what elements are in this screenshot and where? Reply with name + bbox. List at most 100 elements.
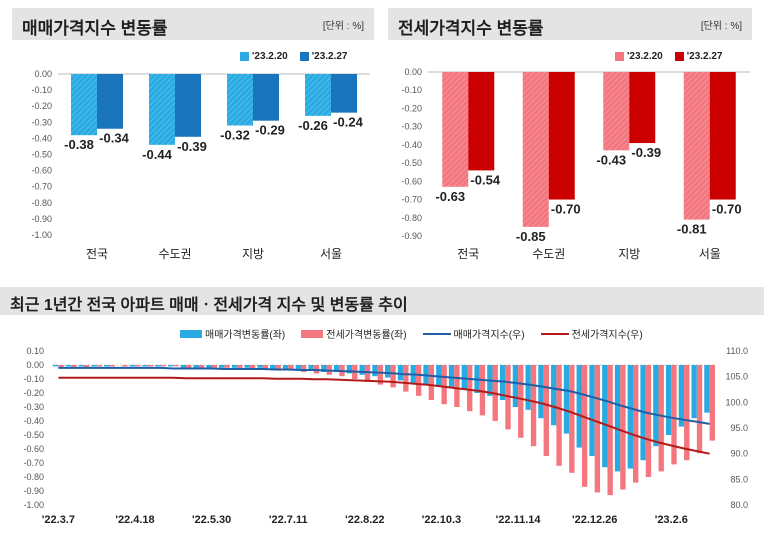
trend-bar-0-3 [91, 365, 97, 367]
jeonse-bar-1-1 [548, 72, 575, 200]
trend-bar-1-45 [633, 365, 639, 483]
trend-bar-0-48 [665, 365, 672, 435]
trend-bar-1-16 [262, 365, 269, 370]
trend-xtick-8: '23.2.6 [655, 514, 688, 526]
trend-right-tick-6: 80.0 [730, 500, 748, 510]
sale-bar-1-0 [149, 74, 175, 145]
trend-bar-0-39 [551, 365, 557, 426]
jeonse-legend-label-1: '23.2.27 [686, 51, 723, 62]
jeonse-ytick-0: 0.00 [404, 67, 422, 77]
trend-panel-header: 최근 1년간 전국 아파트 매매ㆍ전세가격 지수 및 변동률 추이 [0, 287, 764, 315]
jeonse-category-2: 지방 [618, 247, 640, 261]
sale-data-label-0-1: -0.34 [99, 131, 129, 146]
jeonse-bar-2-1 [629, 72, 656, 144]
jeonse-data-label-3-0: -0.81 [677, 222, 707, 237]
trend-bar-0-13 [219, 365, 225, 368]
trend-legend-label-2: 매매가격지수(우) [453, 330, 525, 341]
sale-legend-swatch-1 [299, 52, 309, 61]
trend-bar-0-0 [53, 365, 59, 367]
trend-bar-0-23 [346, 365, 353, 374]
trend-bar-0-19 [295, 365, 301, 370]
trend-legend-item-3: 전세가격지수(우) [540, 326, 643, 341]
trend-bar-0-16 [257, 365, 263, 368]
trend-left-tick-11: -1.00 [23, 500, 44, 510]
trend-bar-1-37 [530, 365, 537, 447]
trend-bar-0-15 [244, 365, 250, 368]
trend-bar-0-17 [270, 365, 276, 370]
trend-bar-0-42 [589, 365, 595, 456]
jeonse-data-label-1-0: -0.85 [516, 229, 546, 244]
trend-bar-1-14 [237, 365, 243, 370]
trend-bar-1-1 [71, 365, 77, 368]
trend-bar-1-29 [428, 365, 435, 400]
sale-ytick-10: -1.00 [31, 230, 52, 240]
trend-bar-1-40 [569, 365, 575, 473]
jeonse-ytick-1: -0.10 [401, 85, 422, 95]
jeonse-data-label-2-1: -0.39 [631, 145, 661, 160]
jeonse-data-label-1-1: -0.70 [551, 202, 581, 217]
trend-bar-1-51 [709, 365, 715, 441]
trend-xtick-5: '22.10.3 [422, 514, 461, 526]
jeonse-bar-3-1 [709, 72, 736, 200]
trend-bar-1-31 [454, 365, 460, 407]
trend-bar-0-50 [691, 365, 697, 419]
sale-bar-2-0 [227, 74, 253, 126]
trend-bar-0-31 [448, 365, 455, 388]
trend-right-tick-2: 100.0 [725, 397, 748, 407]
trend-bar-1-7 [147, 365, 154, 367]
trend-xtick-2: '22.5.30 [192, 514, 231, 526]
sale-category-3: 서울 [320, 247, 342, 261]
trend-legend-item-0: 매매가격변동률(좌) [180, 326, 285, 341]
trend-bar-1-8 [160, 365, 166, 367]
trend-bar-0-27 [397, 365, 404, 381]
jeonse-panel-unit: [단위 : %] [700, 21, 742, 32]
trend-legend: 매매가격변동률(좌) 전세가격변동률(좌) 매매가격지수(우) 전세가격지수(우… [180, 326, 643, 341]
trend-bar-0-32 [461, 365, 467, 389]
trend-legend-item-1: 전세가격변동률(좌) [301, 326, 407, 341]
trend-bar-1-19 [301, 365, 307, 372]
trend-bar-1-15 [249, 365, 256, 370]
trend-bar-1-17 [275, 365, 281, 371]
trend-bar-1-39 [556, 365, 562, 466]
sale-bar-0-1 [97, 74, 123, 129]
jeonse-ytick-9: -0.90 [401, 231, 422, 241]
trend-left-tick-9: -0.80 [23, 472, 44, 482]
trend-bar-1-25 [377, 365, 383, 385]
trend-bar-1-0 [58, 365, 64, 368]
trend-bar-1-33 [479, 365, 486, 416]
trend-xtick-1: '22.4.18 [115, 514, 154, 526]
jeonse-ytick-6: -0.60 [401, 176, 422, 186]
sale-bar-3-0 [305, 74, 331, 116]
sale-legend-swatch-0 [240, 52, 249, 61]
trend-bar-0-45 [627, 365, 633, 469]
trend-bar-0-25 [372, 365, 378, 377]
trend-bar-0-11 [193, 365, 199, 368]
jeonse-category-0: 전국 [457, 247, 479, 261]
trend-bar-1-13 [224, 365, 230, 368]
sale-ytick-2: -0.20 [31, 101, 52, 111]
trend-bar-1-11 [198, 365, 205, 368]
trend-bar-1-42 [594, 365, 601, 493]
sale-panel-title: 매매가격지수 변동률 [22, 19, 168, 38]
jeonse-bar-1-0 [522, 72, 549, 227]
trend-bar-1-6 [135, 365, 141, 367]
trend-bar-1-48 [671, 365, 677, 465]
trend-left-tick-6: -0.50 [23, 430, 44, 440]
sale-legend: '23.2.20 '23.2.27 [240, 51, 348, 62]
jeonse-bar-0-1 [468, 72, 495, 171]
trend-left-tick-3: -0.20 [23, 388, 44, 398]
jeonse-ytick-4: -0.40 [401, 140, 422, 150]
trend-bar-0-36 [512, 365, 519, 407]
trend-line-sale-index [58, 366, 710, 425]
trend-xtick-0: '22.3.7 [42, 514, 75, 526]
trend-bar-0-47 [653, 365, 659, 447]
trend-legend-swatch-1 [301, 329, 324, 338]
jeonse-ytick-3: -0.30 [401, 122, 422, 132]
sale-category-2: 지방 [242, 247, 264, 261]
trend-bar-1-32 [467, 365, 473, 412]
sale-legend-label-0: '23.2.20 [252, 51, 288, 62]
jeonse-ytick-8: -0.80 [401, 213, 422, 223]
trend-bar-0-24 [359, 365, 365, 375]
trend-bar-0-7 [142, 365, 148, 367]
